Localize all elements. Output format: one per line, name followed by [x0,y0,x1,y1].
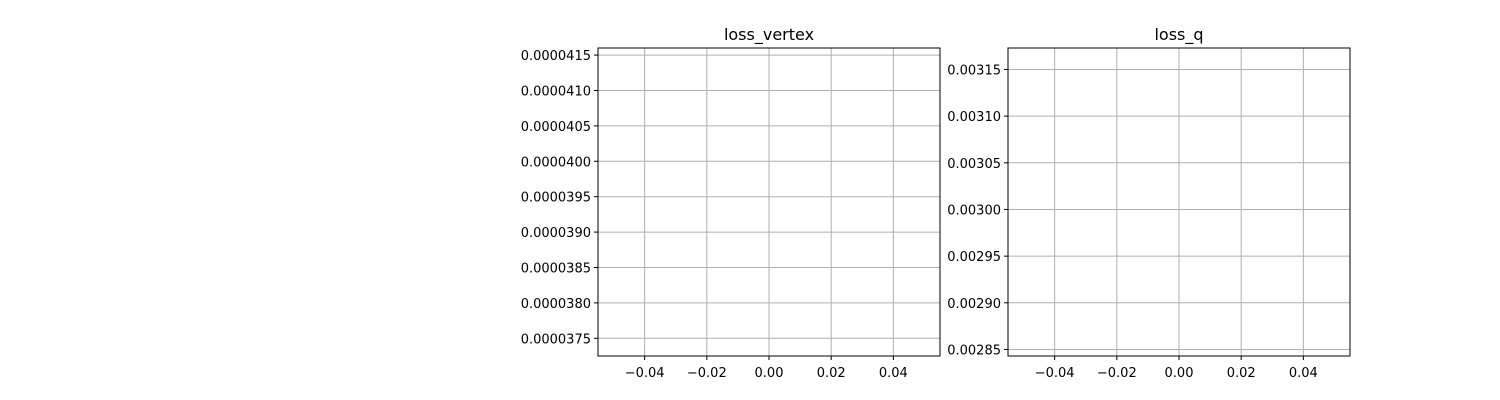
y-tick-label: 0.00310 [947,110,1001,125]
y-tick-label: 0.0000405 [521,120,591,135]
tick-marks [594,54,894,360]
x-tick-label: −0.02 [687,366,727,381]
axes-frame [597,47,941,357]
grid-lines [1008,48,1350,356]
y-tick-label: 0.00305 [947,157,1001,172]
y-tick-label: 0.0000375 [521,332,591,347]
y-tick-label: 0.00300 [947,203,1001,218]
axes-frame [1007,47,1351,357]
x-tick-labels: −0.04 −0.02 0.00 0.02 0.04 [625,366,908,381]
subplot-loss-vertex: −0.04 −0.02 0.00 0.02 0.04 0.0000375 0.000038… [521,25,941,381]
y-tick-label: 0.00295 [947,250,1001,265]
y-tick-label: 0.00290 [947,297,1001,312]
tick-marks [1004,68,1304,360]
y-tick-label: 0.0000390 [521,226,591,241]
y-tick-label: 0.0000415 [521,49,591,64]
x-tick-label: 0.00 [755,366,784,381]
y-tick-label: 0.0000380 [521,297,591,312]
x-tick-labels: −0.04 −0.02 0.00 0.02 0.04 [1035,366,1318,381]
x-tick-label: −0.04 [625,366,665,381]
x-tick-label: 0.02 [1227,366,1256,381]
y-tick-label: 0.0000400 [521,155,591,170]
y-tick-label: 0.0000410 [521,84,591,99]
x-tick-label: 0.02 [817,366,846,381]
y-tick-labels: 0.00285 0.00290 0.00295 0.00300 0.00305 0.003… [947,63,1001,358]
chart-title: loss_q [1154,25,1203,45]
y-tick-label: 0.0000385 [521,261,591,276]
y-tick-label: 0.00285 [947,343,1001,358]
x-tick-label: −0.04 [1035,366,1075,381]
grid-lines [598,48,940,356]
x-tick-label: 0.04 [879,366,908,381]
subplot-loss-q: −0.04 −0.02 0.00 0.02 0.04 0.002850.002900.0… [947,25,1351,381]
y-tick-label: 0.00315 [947,63,1001,78]
chart-title: loss_vertex [724,25,814,45]
y-tick-labels: 0.0000375 0.0000380 0.0000385 0.0000390 0.00… [521,49,591,347]
y-tick-label: 0.0000395 [521,191,591,206]
x-tick-label: 0.04 [1289,366,1318,381]
x-tick-label: −0.02 [1097,366,1137,381]
x-tick-label: 0.00 [1165,366,1194,381]
